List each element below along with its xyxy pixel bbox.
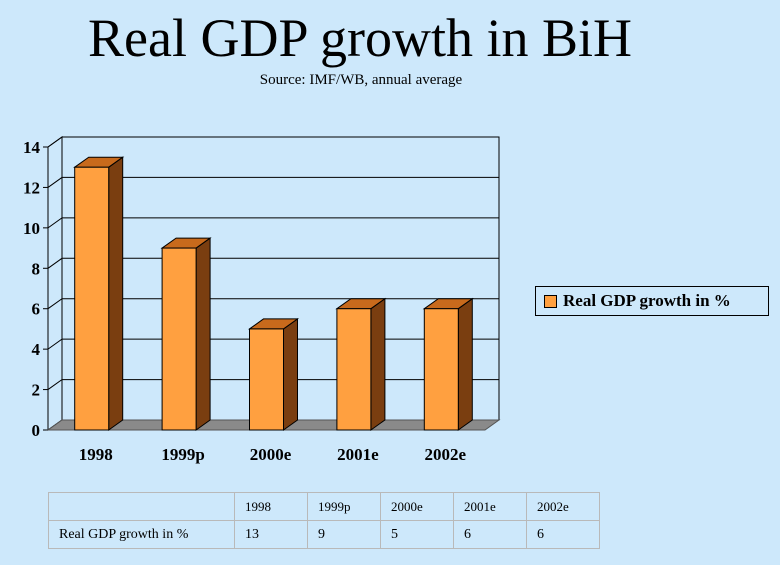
chart-subtitle: Source: IMF/WB, annual average (259, 72, 463, 88)
y-tick-label: 10 (23, 219, 40, 238)
x-tick-label: 2001e (337, 445, 379, 464)
table-cell: 6 (526, 520, 600, 549)
legend-label: Real GDP growth in % (563, 291, 731, 310)
table-cell: 13 (234, 520, 308, 549)
table-header-cell (48, 492, 235, 521)
table-header-row: 1998 1999p 2000e 2001e 2002e (48, 492, 600, 521)
y-tick-label: 6 (32, 300, 41, 319)
bar (74, 166, 110, 431)
bar-side (370, 297, 386, 431)
table-cell: Real GDP growth in % (48, 520, 235, 549)
table-header-cell: 1998 (234, 492, 308, 521)
bar-side (457, 297, 473, 431)
data-table: 1998 1999p 2000e 2001e 2002e Real GDP growth … (48, 492, 600, 549)
x-tick-label: 2002e (425, 445, 467, 464)
y-tick-label: 14 (23, 138, 41, 157)
bar-side (195, 237, 211, 431)
table-header-cell: 2001e (453, 492, 527, 521)
gridline (47, 217, 499, 229)
bar (423, 308, 459, 431)
bar (161, 247, 197, 431)
gridline (47, 176, 499, 188)
y-tick-label: 4 (32, 340, 41, 359)
bar-chart: 0 2 4 6 8 10 12 14 1998 1999p 2000e 2001e 2002e (23, 136, 501, 464)
y-tick-label: 8 (32, 259, 41, 278)
y-tick-label: 12 (23, 178, 40, 197)
bar (249, 328, 284, 431)
x-tick-label: 2000e (250, 445, 292, 464)
bar-side (108, 156, 124, 431)
table-cell: 9 (307, 520, 381, 549)
table-cell: 5 (380, 520, 454, 549)
y-tick-label: 0 (32, 421, 41, 440)
chart-title: Real GDP growth in BiH (88, 8, 632, 68)
x-tick-label: 1998 (79, 445, 113, 464)
table-header-cell: 2002e (526, 492, 600, 521)
table-header-cell: 2000e (380, 492, 454, 521)
table-row: Real GDP growth in % 13 9 5 6 6 (48, 520, 600, 549)
table-header-cell: 1999p (307, 492, 381, 521)
bar-side (283, 317, 298, 431)
gridline (47, 136, 499, 148)
legend-swatch (544, 294, 557, 308)
plot-side-wall (47, 136, 63, 431)
legend: Real GDP growth in % (535, 286, 769, 316)
y-tick-label: 2 (32, 381, 41, 400)
x-tick-label: 1999p (161, 445, 204, 464)
gridline (47, 257, 499, 269)
bar (336, 308, 372, 431)
table-cell: 6 (453, 520, 527, 549)
